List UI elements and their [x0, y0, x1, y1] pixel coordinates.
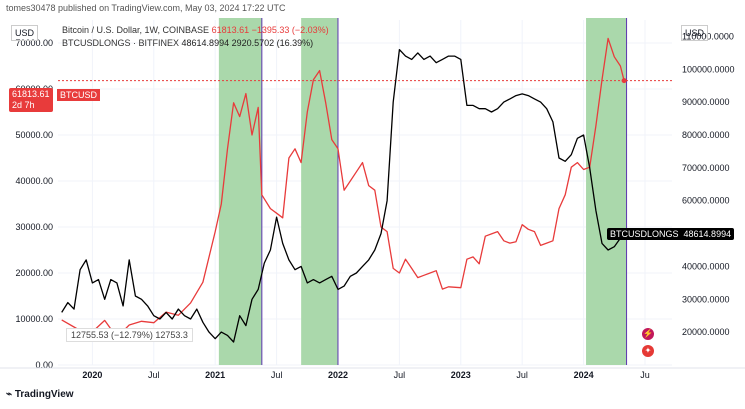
x-tick-label-1: Jul	[148, 370, 160, 380]
x-tick-label-6: 2023	[451, 370, 471, 380]
logo-icon: ⌁	[6, 389, 15, 400]
right-tick-label-4: 60000.0000	[682, 196, 730, 206]
currency-right[interactable]: USD	[681, 25, 709, 41]
price-badge-value: 61813.61	[12, 89, 50, 99]
btc-tag: BTCUSD	[57, 89, 101, 101]
price-badge: 61813.61 2d 7h	[9, 88, 53, 112]
brand-name: TradingView	[14, 389, 74, 400]
x-tick-label-2: 2021	[205, 370, 225, 380]
longs-badge-value: 48614.8994	[683, 229, 732, 239]
left-tick-label-1: 10000.00	[15, 314, 53, 324]
longs-badge: BTCUSDLONGS 48614.8994	[607, 228, 735, 240]
legend-btc-name: Bitcoin / U.S. Dollar, 1W, COINBASE	[62, 25, 210, 35]
shaded-range-0	[218, 18, 262, 365]
legend-btc-value: 61813.61	[211, 25, 250, 35]
ohlc-box: 12755.53 (−12.79%) 12753.3	[66, 328, 193, 342]
right-tick-label-0: 20000.0000	[682, 327, 730, 337]
series-lines	[58, 37, 672, 343]
shaded-range-1	[301, 18, 338, 365]
right-tick-label-1: 30000.0000	[682, 294, 730, 304]
x-tick-label-0: 2020	[82, 370, 102, 380]
lightning-icon[interactable]: ⚡	[642, 328, 654, 340]
right-axis: 20000.000030000.000040000.000050000.0000…	[682, 31, 735, 337]
grid	[58, 20, 672, 366]
x-tick-label-5: Jul	[394, 370, 406, 380]
left-tick-label-0: 0.00	[35, 360, 53, 370]
right-tick-label-6: 80000.0000	[682, 130, 730, 140]
legend-btc: Bitcoin / U.S. Dollar, 1W, COINBASE 6181…	[62, 25, 329, 35]
legend-longs-name: BTCUSDLONGS · BITFINEX	[62, 38, 180, 48]
right-tick-label-8: 100000.0000	[682, 64, 735, 74]
right-tick-label-5: 70000.0000	[682, 163, 730, 173]
shaded-range-2	[586, 18, 627, 365]
left-tick-label-5: 50000.00	[15, 130, 53, 140]
longs-badge-label: BTCUSDLONGS	[610, 229, 679, 239]
x-tick-label-8: 2024	[574, 370, 594, 380]
left-tick-label-4: 40000.00	[15, 176, 53, 186]
x-tick-label-4: 2022	[328, 370, 348, 380]
x-tick-label-7: Jul	[516, 370, 528, 380]
price-badge-countdown: 2d 7h	[12, 100, 35, 110]
last-price-dot	[621, 78, 627, 84]
legend-btc-change: −1395.33 (−2.03%)	[251, 25, 329, 35]
left-tick-label-2: 20000.00	[15, 268, 53, 278]
legend-longs: BTCUSDLONGS · BITFINEX 48614.8994 2920.5…	[62, 38, 313, 48]
legend-longs-value: 48614.8994	[181, 38, 230, 48]
series-line-0	[61, 37, 625, 339]
currency-left[interactable]: USD	[11, 25, 39, 41]
series-line-1	[61, 48, 621, 343]
x-tick-label-3: Jul	[271, 370, 283, 380]
x-axis: 2020 Jul 2021 Jul 2022 Jul 2023 Jul 2024 Ju	[0, 367, 745, 380]
left-tick-label-3: 30000.00	[15, 222, 53, 232]
x-tick-label-9: Ju	[640, 370, 650, 380]
right-tick-label-7: 90000.0000	[682, 97, 730, 107]
flag-icon[interactable]: ✦	[642, 345, 654, 357]
author-line: tomes30478 published on TradingView.com,…	[6, 3, 286, 13]
legend-longs-change: 2920.5702 (16.39%)	[231, 38, 314, 48]
right-tick-label-2: 40000.0000	[682, 261, 730, 271]
left-tick-label-7: 70000.00	[15, 38, 53, 48]
tradingview-logo: ⌁ TradingView	[6, 389, 74, 400]
